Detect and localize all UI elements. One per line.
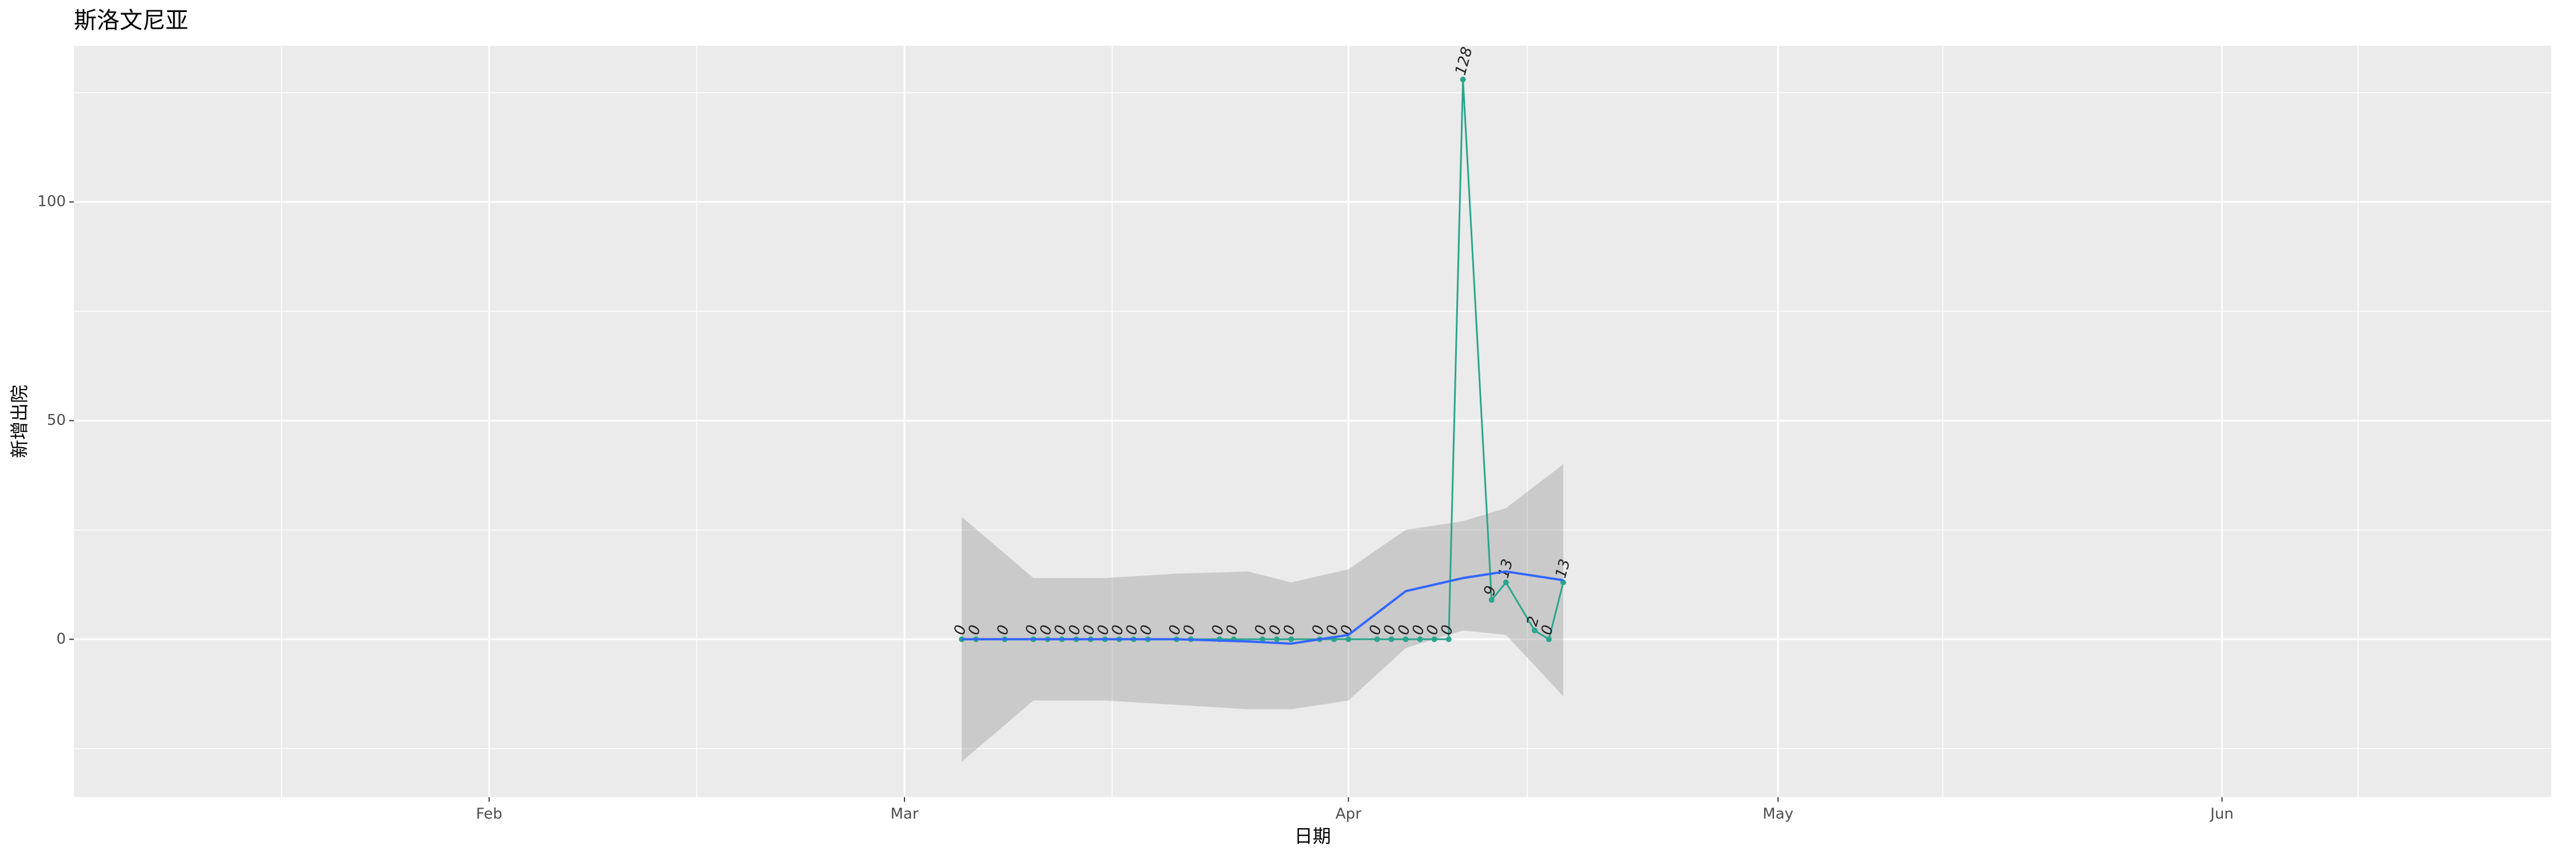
point (1345, 636, 1352, 643)
x-axis-title: 日期 (1294, 825, 1331, 847)
y-tick-label: 50 (47, 412, 66, 429)
data-label: 0 (1424, 623, 1443, 637)
data-label: 0 (1051, 623, 1070, 637)
data-label: 0 (1323, 623, 1342, 637)
data-label: 0 (1223, 623, 1242, 637)
data-label: 0 (1438, 623, 1457, 637)
data-label: 0 (1065, 623, 1084, 637)
panel (74, 46, 2551, 797)
x-tick-label: Jun (2209, 806, 2234, 823)
point (1503, 580, 1509, 586)
data-label: 0 (1281, 623, 1299, 637)
data-label: 0 (1538, 623, 1557, 637)
x-tick-label: Feb (476, 806, 502, 823)
point (1431, 636, 1437, 643)
data-label: 2 (1524, 614, 1543, 628)
x-tick-label: Apr (1336, 806, 1361, 823)
data-label: 0 (1108, 623, 1127, 637)
data-label: 0 (1080, 623, 1099, 637)
point (1274, 636, 1280, 643)
point (1417, 636, 1423, 643)
point (1288, 636, 1294, 643)
y-tick-label: 100 (37, 193, 66, 210)
data-label: 0 (1208, 623, 1227, 637)
x-tick-label: Mar (890, 806, 918, 823)
data-label: 0 (1094, 623, 1113, 637)
point (1460, 76, 1466, 82)
data-label: 9 (1481, 584, 1500, 598)
point (1402, 636, 1409, 643)
data-label: 0 (1123, 623, 1141, 637)
point (1374, 636, 1380, 643)
data-label: 0 (1309, 623, 1328, 637)
chart-title: 斯洛文尼亚 (74, 7, 188, 34)
point (1259, 636, 1266, 643)
point (1445, 636, 1452, 643)
data-label: 0 (1180, 623, 1199, 637)
data-label: 0 (965, 623, 984, 637)
y-axis-title: 新增出院 (9, 385, 30, 458)
data-label: 0 (1266, 623, 1285, 637)
data-label: 0 (1022, 623, 1041, 637)
data-label: 0 (994, 623, 1013, 637)
point (1546, 636, 1552, 643)
y-tick-label: 0 (56, 631, 66, 648)
point (1531, 628, 1538, 634)
data-label: 0 (1409, 623, 1428, 637)
data-label: 0 (1251, 623, 1270, 637)
data-label: 0 (951, 623, 970, 637)
point (1488, 597, 1495, 603)
confidence-band (962, 464, 1563, 762)
data-label: 0 (1395, 623, 1414, 637)
point (1388, 636, 1394, 643)
x-tick-label: May (1763, 806, 1793, 823)
data-label: 0 (1381, 623, 1400, 637)
data-label: 0 (1137, 623, 1156, 637)
data-label: 0 (1037, 623, 1056, 637)
data-label: 0 (1165, 623, 1184, 637)
smooth-line (962, 570, 1564, 645)
data-label: 0 (1366, 623, 1385, 637)
